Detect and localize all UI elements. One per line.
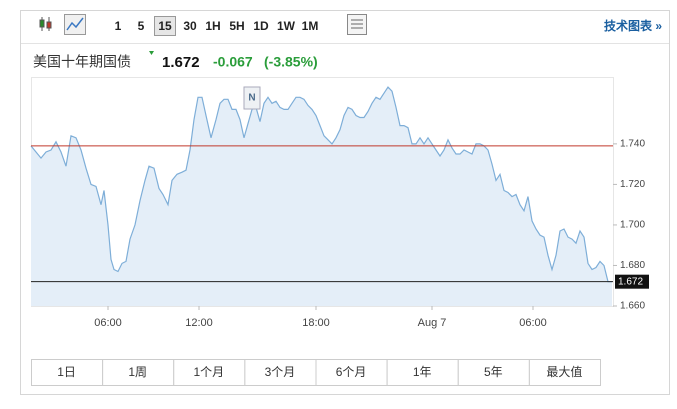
interval-button[interactable]: 1W — [277, 19, 296, 33]
range-tab-label[interactable]: 1个月 — [193, 365, 224, 379]
technical-link[interactable]: 技术图表 » — [604, 18, 662, 33]
news-marker-label: N — [248, 93, 255, 104]
area — [31, 87, 612, 306]
interval-button[interactable]: 5 — [138, 19, 145, 33]
interval-button[interactable]: 15 — [158, 19, 172, 33]
y-tick-label: 1.700 — [620, 220, 645, 231]
y-tick-label: 1.660 — [620, 301, 645, 312]
price-change-pct: (-3.85%) — [264, 54, 318, 70]
range-tab-label[interactable]: 最大值 — [546, 364, 582, 379]
settings-icon-glyph — [351, 19, 363, 29]
line-icon[interactable] — [64, 14, 86, 35]
x-tick-label: 18:00 — [302, 317, 330, 329]
interval-button[interactable]: 1M — [302, 19, 319, 33]
range-tab-label[interactable]: 6个月 — [336, 365, 367, 379]
x-tick-label: 12:00 — [185, 317, 213, 329]
range-tab[interactable] — [173, 359, 246, 386]
range-tab-label[interactable]: 1周 — [128, 365, 147, 379]
interval-button[interactable]: 30 — [183, 19, 197, 33]
candle-icon[interactable] — [39, 17, 52, 31]
range-tab[interactable] — [102, 359, 175, 386]
price-change: -0.067 — [213, 54, 253, 70]
x-tick-label: Aug 7 — [418, 317, 447, 329]
line — [30, 86, 612, 283]
range-tab[interactable] — [315, 359, 388, 386]
interval-button[interactable]: 5H — [229, 19, 244, 33]
range-tab[interactable] — [528, 359, 601, 386]
up-indicator — [149, 51, 154, 55]
interval-selected — [154, 16, 176, 36]
x-tick-label: 06:00 — [519, 317, 547, 329]
instrument-name: 美国十年期国债 — [33, 54, 131, 70]
current-label: 1.672 — [618, 276, 643, 287]
x-tick-label: 06:00 — [94, 317, 122, 329]
range-tab-label[interactable]: 3个月 — [265, 365, 296, 379]
range-tab[interactable] — [31, 359, 104, 386]
news-marker[interactable] — [243, 86, 261, 110]
interval-button[interactable]: 1D — [253, 19, 269, 33]
y-tick-label: 1.680 — [620, 260, 645, 271]
interval-button[interactable]: 1 — [115, 19, 122, 33]
range-tab-label[interactable]: 5年 — [484, 365, 503, 379]
y-tick-label: 1.740 — [620, 139, 645, 150]
range-tab-label[interactable]: 1日 — [57, 365, 76, 379]
y-tick-label: 1.720 — [620, 179, 645, 190]
current-price: 1.672 — [162, 54, 200, 71]
range-tab-label[interactable]: 1年 — [413, 365, 432, 379]
line-icon-glyph — [66, 17, 84, 31]
current-label-box — [615, 274, 649, 289]
interval-button[interactable]: 1H — [205, 19, 220, 33]
range-tab[interactable] — [244, 359, 317, 386]
